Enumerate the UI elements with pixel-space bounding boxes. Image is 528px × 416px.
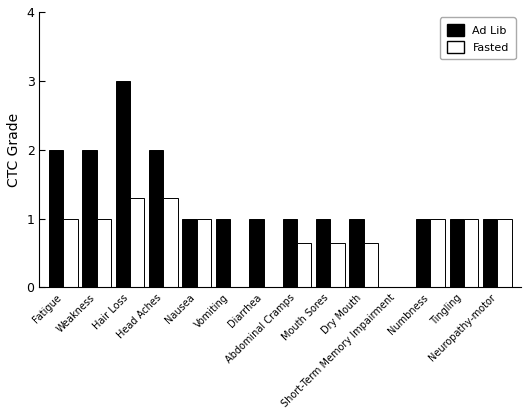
Bar (364, 243, 378, 287)
Bar (497, 218, 512, 287)
Bar (464, 218, 478, 287)
Bar (82, 150, 97, 287)
Bar (163, 198, 177, 287)
Bar (430, 218, 445, 287)
Bar (97, 218, 111, 287)
Bar (249, 218, 263, 287)
Bar (183, 218, 197, 287)
Bar (316, 218, 331, 287)
Bar (149, 150, 163, 287)
Bar (282, 218, 297, 287)
Bar (63, 218, 78, 287)
Y-axis label: CTC Grade: CTC Grade (7, 113, 21, 187)
Bar (197, 218, 211, 287)
Bar (216, 218, 230, 287)
Bar (449, 218, 464, 287)
Bar (331, 243, 345, 287)
Bar (350, 218, 364, 287)
Bar (49, 150, 63, 287)
Bar (416, 218, 430, 287)
Bar (130, 198, 144, 287)
Bar (297, 243, 311, 287)
Bar (483, 218, 497, 287)
Legend: Ad Lib, Fasted: Ad Lib, Fasted (440, 17, 515, 59)
Bar (116, 81, 130, 287)
